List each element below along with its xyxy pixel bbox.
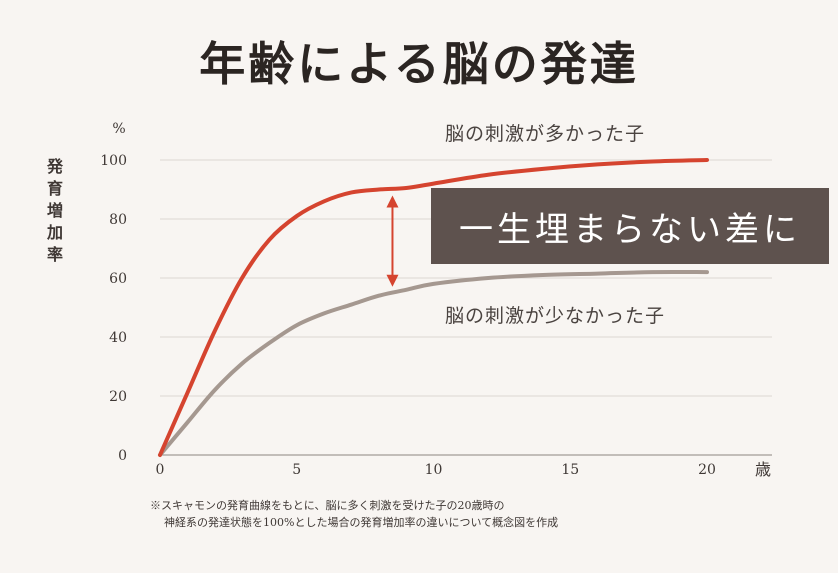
x-tick-label: 10 (425, 462, 443, 478)
series-label-low: 脳の刺激が少なかった子 (445, 305, 665, 327)
y-unit-label: % (112, 121, 125, 137)
x-tick-label: 15 (561, 462, 579, 478)
y-tick-label: 80 (109, 212, 127, 228)
chart-title: 年齢による脳の発達 (199, 37, 639, 91)
series-lines (158, 158, 709, 457)
y-tick-label: 60 (109, 271, 127, 287)
y-axis-label-char: 率 (47, 245, 63, 264)
difference-arrow (386, 195, 399, 287)
arrow-head-down (386, 274, 399, 287)
series-label-high: 脳の刺激が多かった子 (445, 123, 645, 145)
y-axis-label-char: 育 (47, 179, 63, 198)
series-line-low (158, 269, 709, 457)
y-axis-label-char: 加 (46, 223, 63, 242)
x-tick-label: 20 (698, 462, 716, 478)
footnote-line-2: 神経系の発達状態を100%とした場合の発育増加率の違いについて概念図を作成 (164, 516, 559, 529)
y-tick-label: 100 (100, 153, 127, 169)
x-axis-label: 歳 (755, 460, 771, 479)
x-tick-labels: 0 5 10 15 20 (156, 462, 716, 478)
y-tick-labels: 0 20 40 60 80 100 (100, 153, 127, 464)
y-axis-label-char: 発 (46, 157, 64, 176)
y-tick-label: 40 (109, 330, 127, 346)
y-axis-label-char: 増 (47, 201, 63, 220)
arrow-head-up (386, 195, 399, 208)
x-tick-label: 5 (292, 462, 301, 478)
y-tick-label: 0 (118, 448, 127, 464)
footnote-line-1: ※スキャモンの発育曲線をもとに、脳に多く刺激を受けた子の20歳時の (150, 499, 505, 512)
callout-box: 一生埋まらない差に (431, 188, 829, 264)
series-line-high (158, 158, 709, 457)
y-tick-label: 20 (109, 389, 127, 405)
x-tick-label: 0 (156, 462, 165, 478)
y-axis-label: 発育増加率 (46, 157, 64, 264)
footnote: ※スキャモンの発育曲線をもとに、脳に多く刺激を受けた子の20歳時の 神経系の発達… (150, 497, 558, 531)
